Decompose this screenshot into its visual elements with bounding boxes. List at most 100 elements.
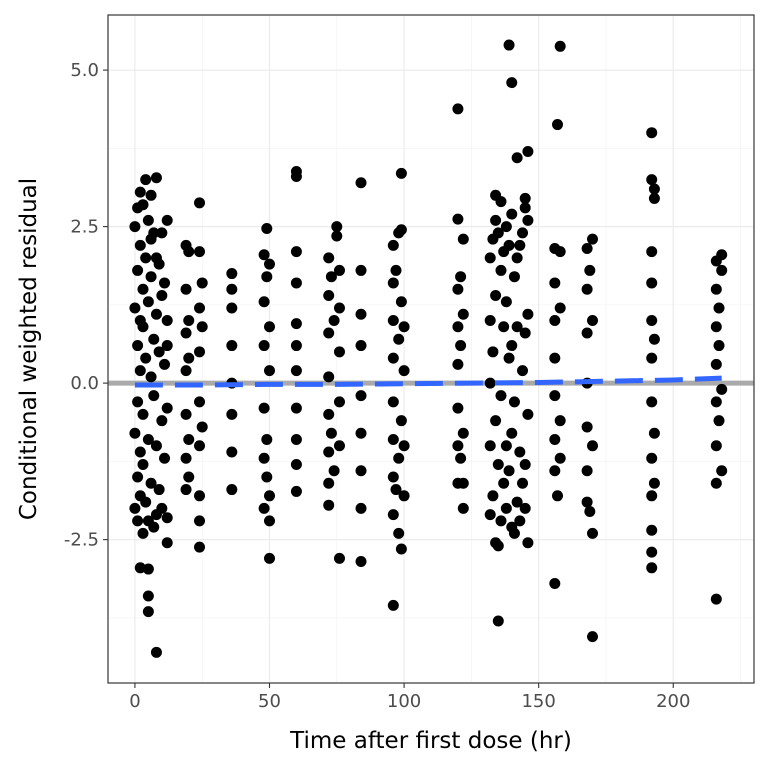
- x-tick-label: 200: [656, 691, 690, 712]
- data-point: [290, 485, 302, 497]
- data-point: [500, 296, 512, 308]
- data-point: [710, 477, 722, 489]
- data-point: [194, 302, 206, 314]
- data-point: [519, 459, 531, 471]
- data-point: [226, 484, 238, 496]
- data-point: [194, 515, 206, 527]
- data-point: [455, 340, 467, 352]
- data-point: [503, 39, 515, 51]
- data-point: [710, 321, 722, 333]
- data-point: [129, 221, 141, 233]
- data-point: [584, 505, 596, 517]
- data-point: [519, 327, 531, 339]
- data-point: [487, 490, 499, 502]
- data-point: [387, 277, 399, 289]
- data-point: [323, 446, 335, 458]
- data-point: [355, 308, 367, 320]
- data-point: [132, 340, 144, 352]
- data-point: [587, 315, 598, 327]
- data-point: [323, 252, 335, 264]
- data-point: [333, 346, 345, 358]
- data-point: [140, 496, 152, 508]
- data-point: [587, 527, 598, 539]
- data-point: [258, 249, 270, 261]
- data-point: [264, 552, 275, 564]
- data-point: [484, 377, 496, 389]
- data-point: [387, 315, 399, 327]
- data-point: [333, 552, 345, 564]
- data-point: [331, 221, 343, 233]
- data-point: [508, 271, 520, 283]
- plot-panel: [107, 14, 755, 684]
- data-point: [137, 408, 149, 420]
- data-point: [194, 396, 206, 408]
- data-point: [148, 227, 160, 239]
- data-point: [490, 415, 502, 427]
- data-point: [194, 490, 206, 502]
- data-point: [261, 271, 273, 283]
- data-point: [511, 321, 523, 333]
- data-point: [180, 408, 192, 420]
- data-point: [161, 512, 173, 524]
- data-point: [156, 502, 168, 514]
- data-point: [323, 408, 335, 420]
- data-point: [183, 471, 195, 483]
- data-point: [716, 383, 728, 395]
- data-point: [148, 333, 160, 345]
- data-point: [333, 264, 345, 276]
- data-point: [328, 315, 340, 327]
- data-point: [710, 358, 722, 370]
- data-point: [156, 227, 168, 239]
- data-point: [457, 233, 469, 245]
- data-point: [581, 421, 593, 433]
- data-point: [519, 502, 531, 514]
- data-point: [522, 408, 534, 420]
- data-point: [517, 477, 529, 489]
- data-point: [492, 615, 504, 627]
- data-point: [398, 321, 410, 333]
- data-point: [180, 365, 192, 377]
- data-point: [554, 40, 566, 52]
- data-point: [457, 427, 469, 439]
- data-point: [395, 415, 407, 427]
- data-point: [500, 221, 512, 233]
- x-tick-label: 100: [387, 691, 421, 712]
- data-point: [646, 174, 658, 186]
- data-point: [549, 352, 561, 364]
- data-point: [355, 502, 367, 514]
- data-point: [511, 496, 523, 508]
- data-point: [390, 484, 402, 496]
- data-point: [710, 593, 722, 605]
- data-point: [129, 302, 141, 314]
- data-point: [646, 277, 658, 289]
- data-point: [522, 145, 534, 157]
- data-point: [457, 308, 469, 320]
- data-point: [508, 396, 520, 408]
- data-point: [710, 396, 722, 408]
- data-point: [554, 452, 566, 464]
- data-point: [506, 208, 518, 220]
- data-point: [196, 421, 208, 433]
- data-point: [549, 577, 561, 589]
- data-point: [194, 197, 206, 209]
- data-point: [323, 289, 335, 301]
- data-point: [514, 239, 526, 251]
- data-point: [522, 214, 534, 226]
- data-point: [148, 390, 160, 402]
- data-point: [226, 302, 238, 314]
- data-point: [503, 352, 515, 364]
- data-point: [180, 452, 192, 464]
- y-tick-label: 0.0: [70, 373, 99, 394]
- data-point: [452, 358, 464, 370]
- data-point: [355, 465, 367, 477]
- data-point: [261, 433, 273, 445]
- data-point: [159, 452, 171, 464]
- data-point: [156, 289, 168, 301]
- data-point: [587, 233, 598, 245]
- data-point: [150, 440, 162, 452]
- data-point: [490, 214, 502, 226]
- data-point: [264, 365, 275, 377]
- data-point: [290, 277, 302, 289]
